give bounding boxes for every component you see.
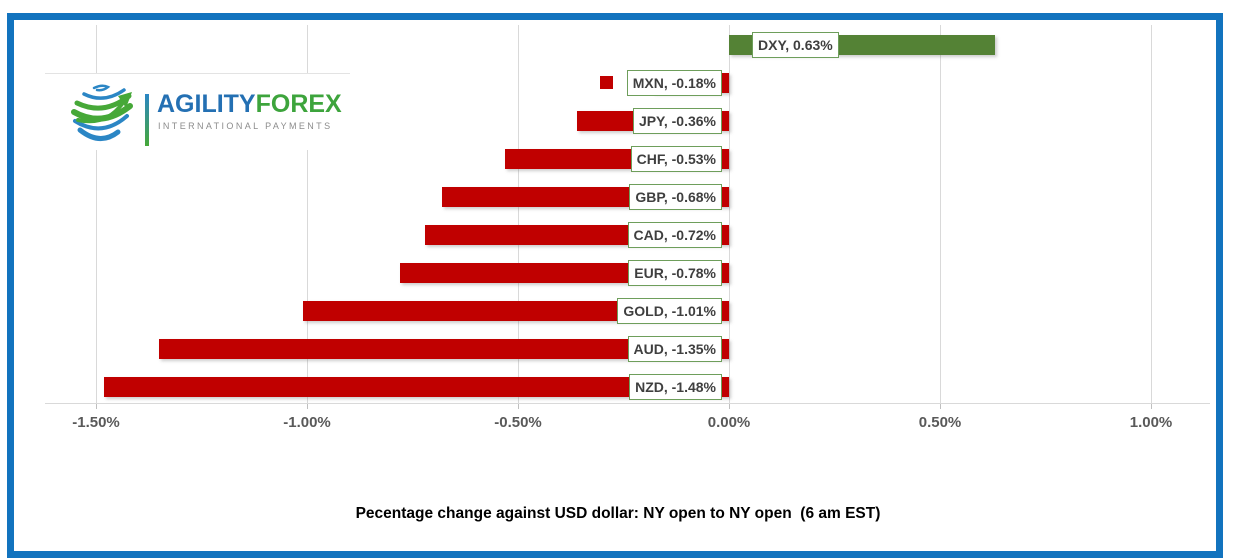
x-axis-tick-label: 0.00%: [707, 414, 751, 431]
gridline: [307, 25, 308, 403]
logo-tagline: INTERNATIONAL PAYMENTS: [158, 121, 333, 131]
agilityforex-logo: AGILITYFOREX INTERNATIONAL PAYMENTS: [45, 73, 350, 150]
logo-text-forex: FOREX: [255, 90, 342, 118]
axis-tick: [307, 403, 308, 409]
data-label-eur: EUR, -0.78%: [628, 260, 722, 286]
data-label-aud: AUD, -1.35%: [627, 336, 722, 362]
data-label-dxy: DXY, 0.63%: [752, 32, 839, 58]
logo-wordmark: AGILITYFOREX: [157, 90, 342, 119]
x-axis-line: [45, 403, 1210, 404]
x-axis-tick-label: -1.00%: [283, 414, 331, 431]
bar-aud: [159, 339, 729, 359]
logo-text-agility: AGILITY: [157, 90, 256, 118]
axis-tick: [96, 403, 97, 409]
data-label-chf: CHF, -0.53%: [630, 146, 722, 172]
axis-tick: [1151, 403, 1152, 409]
gridline: [96, 25, 97, 403]
bar-nzd: [104, 377, 729, 397]
x-axis-tick-label: -1.50%: [72, 414, 120, 431]
chart-border-frame: [7, 13, 1223, 558]
data-label-mxn: MXN, -0.18%: [626, 70, 722, 96]
x-axis-tick-label: 1.00%: [1129, 414, 1173, 431]
logo-separator: [145, 94, 149, 146]
chart-title: Pecentage change against USD dollar: NY …: [355, 505, 881, 522]
mxn-bar-fragment: [600, 76, 613, 89]
gridline: [940, 25, 941, 403]
gridline: [1151, 25, 1152, 403]
gridline: [518, 25, 519, 403]
x-axis-tick-label: 0.50%: [918, 414, 962, 431]
x-axis-tick-label: -0.50%: [494, 414, 542, 431]
globe-arrow-icon: [71, 84, 133, 141]
gridline: [729, 25, 730, 403]
axis-tick: [729, 403, 730, 409]
data-label-cad: CAD, -0.72%: [627, 222, 722, 248]
data-label-gold: GOLD, -1.01%: [617, 298, 722, 324]
axis-tick: [518, 403, 519, 409]
data-label-jpy: JPY, -0.36%: [632, 108, 722, 134]
data-label-gbp: GBP, -0.68%: [629, 184, 722, 210]
data-label-nzd: NZD, -1.48%: [629, 374, 722, 400]
axis-tick: [940, 403, 941, 409]
